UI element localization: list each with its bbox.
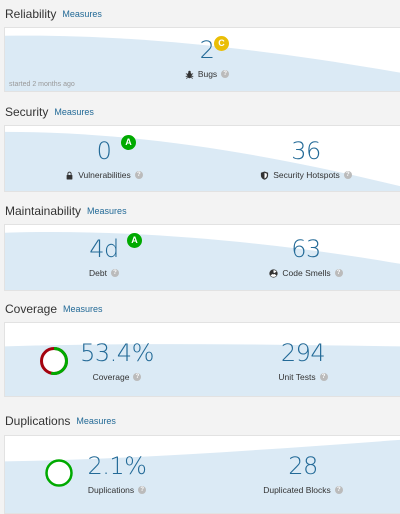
unit-tests-value[interactable]: 294 bbox=[280, 339, 326, 367]
duplicated-blocks-measure: 28 Duplicated Blocks ? bbox=[223, 454, 383, 495]
coverage-help-icon[interactable]: ? bbox=[133, 373, 142, 381]
coverage-donut-chart bbox=[40, 347, 68, 375]
maintainability-title: Maintainability bbox=[5, 204, 82, 218]
coverage-history-chart bbox=[5, 344, 400, 396]
security-measures-link[interactable]: Measures bbox=[54, 107, 94, 117]
code-smell-icon bbox=[269, 268, 279, 278]
unit-tests-label-row: Unit Tests ? bbox=[223, 372, 383, 382]
security-card: 0 Vulnerabilities ? A 36 Security Hotspo… bbox=[4, 125, 400, 192]
vulnerabilities-measure: 0 Vulnerabilities ? bbox=[24, 139, 184, 180]
shield-icon bbox=[261, 170, 269, 180]
coverage-title: Coverage bbox=[5, 302, 58, 316]
duplications-value[interactable]: 2.1% bbox=[87, 452, 147, 480]
bugs-measure: 2 Bugs ? bbox=[127, 38, 287, 79]
maintainability-card: 4d Debt ? A 63 Code Smells ? bbox=[4, 224, 400, 291]
duplications-measures-link[interactable]: Measures bbox=[76, 416, 116, 426]
security-history-chart bbox=[5, 131, 400, 191]
duplications-help-icon[interactable]: ? bbox=[138, 486, 147, 494]
duplications-measure: 2.1% Duplications ? bbox=[37, 454, 197, 495]
coverage-value[interactable]: 53.4% bbox=[80, 339, 154, 367]
coverage-card: 53.4% Coverage ? 294 Unit Tests ? bbox=[4, 322, 400, 397]
bugs-rating-badge[interactable]: C bbox=[214, 36, 229, 51]
code-smells-label: Code Smells bbox=[282, 268, 331, 278]
unit-tests-measure: 294 Unit Tests ? bbox=[223, 341, 383, 382]
debt-rating-badge[interactable]: A bbox=[127, 233, 142, 248]
reliability-measures-link[interactable]: Measures bbox=[62, 9, 102, 19]
maintainability-header: Maintainability Measures bbox=[0, 200, 400, 222]
bugs-value[interactable]: 2 bbox=[199, 36, 215, 64]
bug-icon bbox=[185, 70, 194, 79]
hotspots-measure: 36 Security Hotspots ? bbox=[226, 139, 386, 180]
duplicated-blocks-value[interactable]: 28 bbox=[288, 452, 318, 480]
hotspots-label: Security Hotspots bbox=[273, 170, 340, 180]
coverage-measure: 53.4% Coverage ? bbox=[37, 341, 197, 382]
vulnerabilities-help-icon[interactable]: ? bbox=[134, 171, 143, 179]
vulnerabilities-value[interactable]: 0 bbox=[96, 137, 112, 165]
reliability-history-chart bbox=[5, 35, 400, 91]
hotspots-help-icon[interactable]: ? bbox=[343, 171, 352, 179]
coverage-measures-link[interactable]: Measures bbox=[63, 304, 103, 314]
code-smells-label-row: Code Smells ? bbox=[226, 268, 386, 278]
coverage-header: Coverage Measures bbox=[0, 298, 400, 320]
duplications-header: Duplications Measures bbox=[0, 410, 400, 432]
coverage-donut-arc bbox=[40, 347, 68, 375]
debt-value[interactable]: 4d bbox=[89, 235, 119, 263]
duplicated-blocks-help-icon[interactable]: ? bbox=[334, 486, 343, 494]
maintainability-measures-link[interactable]: Measures bbox=[87, 206, 127, 216]
vulnerabilities-label-row: Vulnerabilities ? bbox=[24, 170, 184, 180]
vulnerabilities-label: Vulnerabilities bbox=[78, 170, 131, 180]
unit-tests-help-icon[interactable]: ? bbox=[319, 373, 328, 381]
reliability-card: 2 Bugs ? C started 2 months ago bbox=[4, 27, 400, 92]
code-smells-value[interactable]: 63 bbox=[291, 235, 321, 263]
security-title: Security bbox=[5, 105, 49, 119]
debt-measure: 4d Debt ? bbox=[24, 237, 184, 278]
maintainability-history-chart bbox=[5, 232, 400, 290]
debt-label-row: Debt ? bbox=[24, 268, 184, 278]
security-header: Security Measures bbox=[0, 101, 400, 123]
duplications-label: Duplications bbox=[87, 485, 135, 495]
bugs-label: Bugs bbox=[197, 69, 218, 79]
debt-label: Debt bbox=[89, 268, 107, 278]
duplications-history-chart bbox=[5, 439, 400, 513]
reliability-title: Reliability bbox=[5, 7, 57, 21]
hotspots-label-row: Security Hotspots ? bbox=[226, 170, 386, 180]
reliability-header: Reliability Measures bbox=[0, 3, 400, 25]
unit-tests-label: Unit Tests bbox=[278, 372, 316, 382]
vulnerabilities-rating-badge[interactable]: A bbox=[121, 135, 136, 150]
duplications-donut-chart bbox=[45, 459, 73, 487]
duplications-title: Duplications bbox=[5, 414, 71, 428]
duplications-label-row: Duplications ? bbox=[37, 485, 197, 495]
duplicated-blocks-label-row: Duplicated Blocks ? bbox=[223, 485, 383, 495]
debt-help-icon[interactable]: ? bbox=[110, 269, 119, 277]
duplications-card: 2.1% Duplications ? 28 Duplicated Blocks… bbox=[4, 435, 400, 514]
bugs-help-icon[interactable]: ? bbox=[221, 70, 230, 78]
bugs-label-row: Bugs ? bbox=[127, 69, 287, 79]
coverage-label: Coverage bbox=[92, 372, 130, 382]
lock-icon bbox=[66, 171, 73, 180]
duplicated-blocks-label: Duplicated Blocks bbox=[263, 485, 331, 495]
started-timestamp: started 2 months ago bbox=[9, 81, 75, 88]
code-smells-help-icon[interactable]: ? bbox=[334, 269, 343, 277]
code-smells-measure: 63 Code Smells ? bbox=[226, 237, 386, 278]
hotspots-value[interactable]: 36 bbox=[291, 137, 321, 165]
coverage-label-row: Coverage ? bbox=[37, 372, 197, 382]
